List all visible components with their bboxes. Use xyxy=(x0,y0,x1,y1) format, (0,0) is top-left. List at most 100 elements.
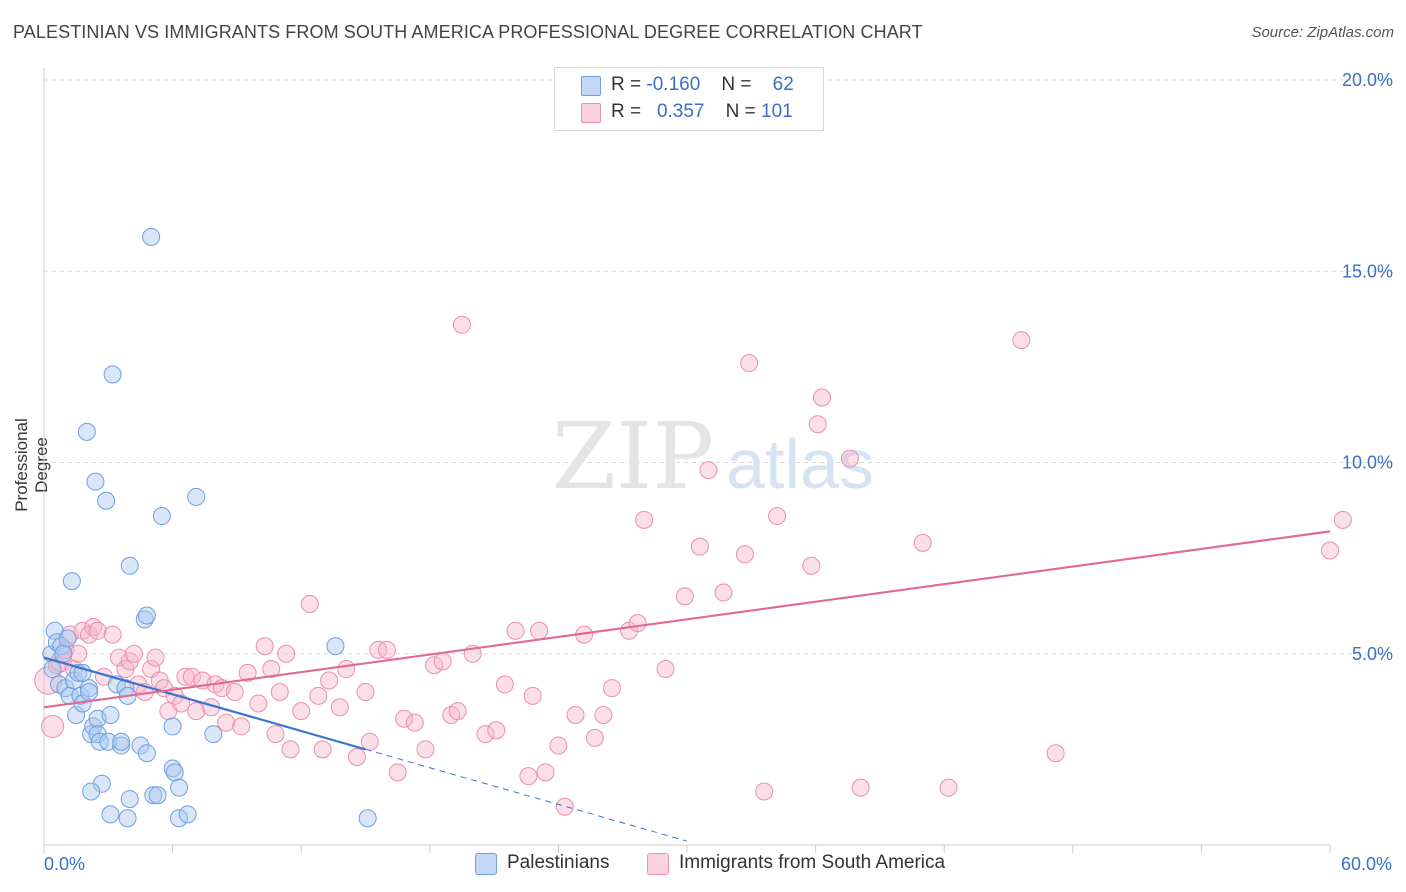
palestinian-trend-line xyxy=(43,656,366,751)
bottom-legend-label: Immigrants from South America xyxy=(679,852,946,873)
immigrant-point xyxy=(320,671,339,690)
tick-labels: 5.0% 10.0% 15.0% 20.0% 0.0% 60.0% xyxy=(44,70,1393,874)
immigrant-point xyxy=(628,614,647,633)
palestinian-point xyxy=(112,736,131,755)
immigrant-point xyxy=(602,679,621,698)
immigrant-point xyxy=(356,683,375,701)
immigrant-point xyxy=(1333,510,1352,529)
palestinian-point xyxy=(131,736,150,755)
immigrant-point xyxy=(309,686,328,705)
immigrant-point xyxy=(416,740,435,759)
immigrant-point xyxy=(536,763,555,782)
watermark-zip: ZIP xyxy=(552,403,714,510)
immigrant-point xyxy=(506,621,525,640)
palestinian-point xyxy=(101,705,120,724)
palestinian-point xyxy=(165,763,184,782)
immigrant-point xyxy=(519,767,538,786)
immigrant-point xyxy=(495,675,514,694)
immigrant-point xyxy=(232,717,251,736)
palestinian-point xyxy=(326,637,345,656)
y-tick-label: 10.0% xyxy=(1342,453,1393,473)
immigrant-point xyxy=(714,583,733,602)
palestinian-point xyxy=(358,809,377,828)
palestinian-point xyxy=(101,805,120,824)
immigrant-point xyxy=(300,595,319,614)
palestinian-point xyxy=(148,786,167,805)
palestinian-point xyxy=(178,805,197,824)
palestinian-point xyxy=(88,725,107,744)
chart-title: PALESTINIAN VS IMMIGRANTS FROM SOUTH AME… xyxy=(13,22,923,42)
immigrant-point xyxy=(266,725,285,744)
immigrant-point xyxy=(1012,331,1031,350)
immigrant-point xyxy=(347,748,366,767)
immigrant-point xyxy=(476,725,495,744)
legend-r-value: 0.357 xyxy=(656,101,705,122)
palestinian-point xyxy=(137,744,156,763)
immigrant-point xyxy=(699,461,718,480)
immigrant-point xyxy=(840,449,859,468)
legend-r-label: R = xyxy=(611,74,642,95)
palestinian-point xyxy=(144,786,163,805)
watermark: ZIP atlas xyxy=(552,403,874,510)
immigrant-point xyxy=(270,683,289,701)
legend-n-label: N = xyxy=(725,101,756,122)
immigrant-point xyxy=(594,705,613,724)
immigrant-point xyxy=(851,778,870,797)
immigrant-point xyxy=(755,782,774,801)
legend-r-value: -0.160 xyxy=(646,74,701,95)
palestinian-point xyxy=(137,606,156,625)
immigrant-point xyxy=(566,705,585,724)
source-label: Source: ZipAtlas.com xyxy=(1251,24,1394,41)
immigrant-point xyxy=(939,778,958,797)
immigrant-trend-line xyxy=(43,530,1331,709)
immigrant-point xyxy=(103,625,122,644)
palestinian-point xyxy=(92,774,111,793)
palestinian-point xyxy=(152,507,171,526)
palestinian-point xyxy=(86,472,105,491)
palestinian-trend-line-extension xyxy=(365,748,688,842)
immigrant-point xyxy=(555,797,574,816)
immigrant-point xyxy=(217,713,236,732)
legend-swatch-palestinians xyxy=(581,76,601,96)
immigrant-point xyxy=(69,644,88,663)
trend-lines xyxy=(43,530,1331,842)
immigrant-point xyxy=(740,354,759,373)
bottom-legend-swatch-immigrants xyxy=(647,853,669,875)
data-points xyxy=(34,227,1352,828)
palestinian-point xyxy=(73,663,92,682)
palestinian-point xyxy=(82,782,101,801)
immigrant-point xyxy=(330,698,349,717)
immigrant-point xyxy=(88,621,107,640)
immigrant-point xyxy=(675,587,694,606)
legend-n-label: N = xyxy=(721,74,752,95)
immigrant-point xyxy=(913,533,932,552)
immigrant-point xyxy=(225,683,244,701)
immigrant-point xyxy=(405,713,424,732)
immigrant-point xyxy=(585,728,604,747)
immigrant-point xyxy=(146,648,165,667)
immigrant-point xyxy=(172,694,191,713)
stats-legend: R = -0.160 N = 62 R = 0.357 N = 101 xyxy=(554,67,824,131)
immigrant-point xyxy=(313,740,332,759)
immigrant-point xyxy=(395,709,414,728)
legend-r-label: R = xyxy=(611,101,642,122)
y-tick-label: 5.0% xyxy=(1352,644,1393,664)
palestinian-point xyxy=(204,725,223,744)
immigrant-point xyxy=(635,510,654,529)
immigrant-point xyxy=(656,660,675,679)
legend-n-value: 62 xyxy=(772,74,794,95)
immigrant-point xyxy=(176,667,195,686)
palestinian-point xyxy=(187,487,206,506)
legend-n-value: 101 xyxy=(761,101,793,122)
palestinian-point xyxy=(120,556,139,575)
palestinian-point xyxy=(52,637,71,656)
palestinian-point xyxy=(54,644,73,663)
legend-text: R = 0.357 N = 101 xyxy=(611,101,793,123)
immigrant-point xyxy=(182,667,201,686)
immigrant-point xyxy=(110,648,129,667)
bottom-legend-label: Palestinians xyxy=(507,852,610,873)
immigrant-point xyxy=(388,763,407,782)
y-tick-label: 15.0% xyxy=(1342,261,1393,281)
immigrant-point xyxy=(802,556,821,575)
x-tick-label: 60.0% xyxy=(1341,854,1392,874)
